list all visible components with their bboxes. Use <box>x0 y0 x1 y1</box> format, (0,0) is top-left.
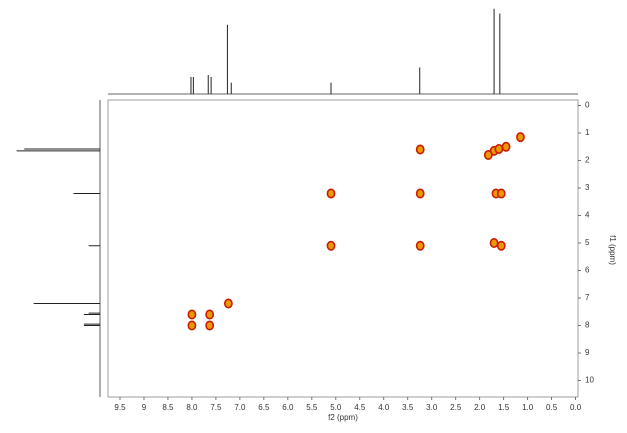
y-tick-label: 8 <box>585 321 590 330</box>
x-tick-label: 8.5 <box>162 403 174 412</box>
cross-peak <box>223 298 233 309</box>
x-axis-label: f2 (ppm) <box>328 413 358 422</box>
y-tick-label: 9 <box>585 348 590 357</box>
x-tick-label: 5.0 <box>330 403 342 412</box>
x-tick-label: 1.5 <box>498 403 510 412</box>
x-tick-label: 5.5 <box>306 403 318 412</box>
cross-peak <box>483 150 493 161</box>
y-tick-label: 10 <box>585 376 594 385</box>
y-tick-label: 3 <box>585 183 590 192</box>
plot-frame <box>107 99 579 398</box>
y-tick-label: 1 <box>585 128 590 137</box>
cross-peak <box>326 188 336 199</box>
x-tick-label: 6.0 <box>282 403 294 412</box>
cross-peak <box>496 240 506 251</box>
x-tick-label: 9.5 <box>114 403 126 412</box>
cross-peak <box>326 240 336 251</box>
x-tick-label: 2.0 <box>474 403 486 412</box>
y-tick-label: 6 <box>585 266 590 275</box>
y-tick-label: 7 <box>585 293 590 302</box>
cross-peak <box>187 320 197 331</box>
x-tick-label: 3.0 <box>426 403 438 412</box>
x-tick-label: 4.0 <box>378 403 390 412</box>
y-tick-label: 2 <box>585 156 590 165</box>
x-tick-label: 1.0 <box>522 403 534 412</box>
cross-peak <box>415 240 425 251</box>
y-axis-label: f1 (ppm) <box>608 235 617 265</box>
cross-peak <box>501 141 511 152</box>
y-tick-label: 5 <box>585 238 590 247</box>
x-tick-label: 7.5 <box>210 403 222 412</box>
y-tick-label: 0 <box>585 101 590 110</box>
cross-peak <box>205 320 215 331</box>
x-tick-label: 7.0 <box>234 403 246 412</box>
cross-peak <box>187 309 197 320</box>
x-tick-label: 0.5 <box>546 403 558 412</box>
y-tick-label: 4 <box>585 211 590 220</box>
x-tick-label: 4.5 <box>354 403 366 412</box>
cross-peak <box>415 188 425 199</box>
x-tick-label: 8.0 <box>186 403 198 412</box>
cross-peak <box>516 132 525 143</box>
x-tick-label: 2.5 <box>450 403 462 412</box>
x-tick-label: 6.5 <box>258 403 270 412</box>
cross-peak <box>489 238 499 249</box>
cross-peak <box>494 143 504 154</box>
cross-peak <box>496 188 506 199</box>
x-tick-label: 9 <box>142 403 147 412</box>
cross-peak <box>205 309 215 320</box>
cross-peak <box>415 144 425 155</box>
x-tick-label: 0.0 <box>570 403 582 412</box>
x-tick-label: 3.5 <box>402 403 414 412</box>
